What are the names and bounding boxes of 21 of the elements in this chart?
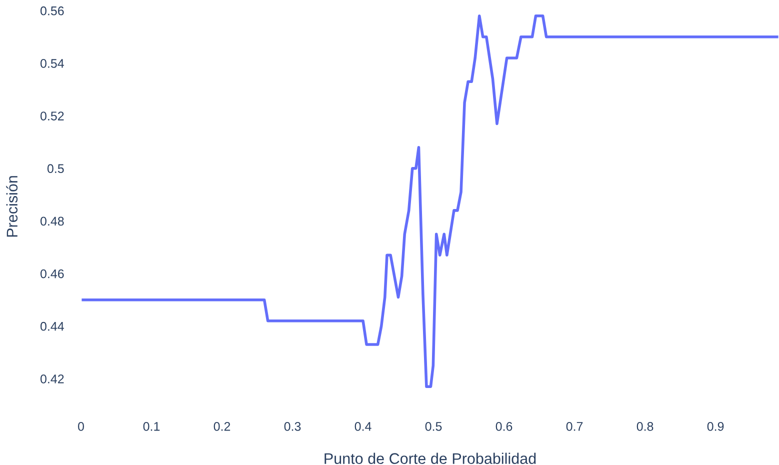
x-tick-label: 0.9	[707, 422, 724, 431]
x-tick-label: 0.7	[566, 422, 583, 431]
y-tick-label: 0.44	[40, 322, 64, 331]
x-tick-label: 0.1	[143, 422, 160, 431]
x-tick-label: 0	[78, 422, 84, 431]
x-tick-label: 0.4	[354, 422, 372, 431]
x-tick-label: 0.3	[284, 422, 301, 431]
x-tick-label: 0.5	[425, 422, 442, 431]
y-tick-label: 0.52	[40, 112, 64, 120]
y-axis-title: Precisión	[6, 176, 18, 237]
y-tick-label: 0.5	[47, 164, 64, 174]
line-series	[81, 14, 779, 388]
x-axis-title: Punto de Corte de Probabilidad	[324, 452, 536, 464]
x-tick-label: 0.8	[636, 422, 654, 431]
y-tick-label: 0.54	[40, 59, 64, 68]
y-tick-label: 0.56	[40, 6, 64, 16]
x-tick-label: 0.6	[496, 422, 512, 431]
y-tick-label: 0.48	[40, 216, 64, 226]
y-tick-label: 0.46	[40, 269, 64, 278]
y-tick-label: 0.42	[40, 374, 64, 384]
x-tick-label: 0.2	[214, 422, 230, 431]
